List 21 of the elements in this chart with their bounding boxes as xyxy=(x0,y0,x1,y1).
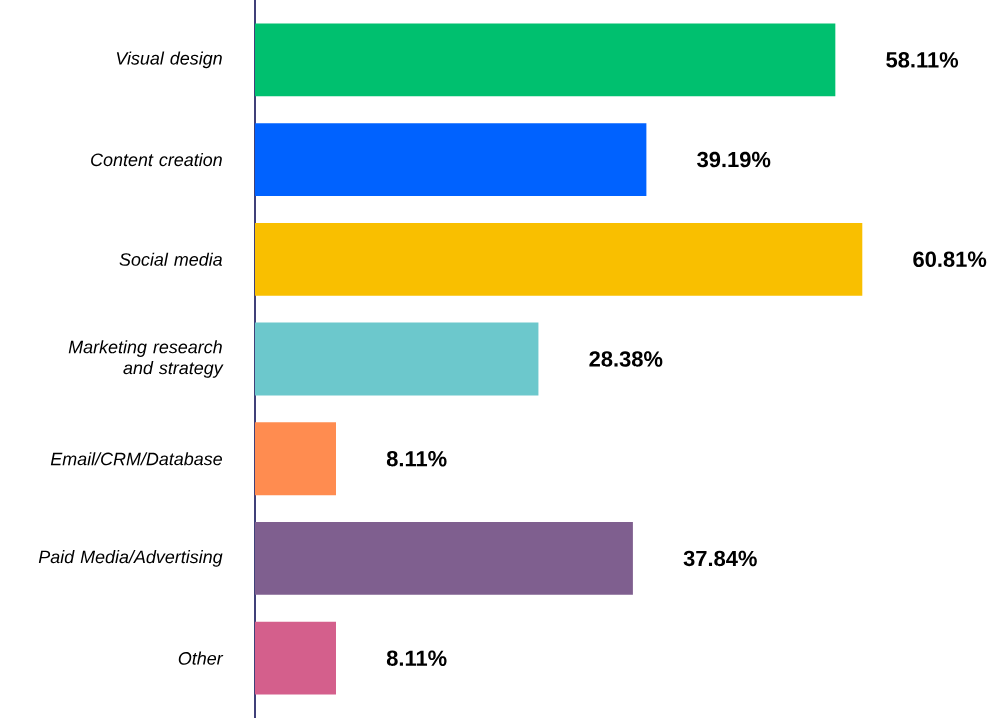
y-tick-label: Social media xyxy=(119,252,223,266)
y-tick-label: Marketing research and strategy xyxy=(68,340,224,378)
bar xyxy=(255,123,647,196)
y-tick-label: Content creation xyxy=(91,152,222,167)
bar xyxy=(255,422,336,496)
bar xyxy=(255,222,863,296)
y-tick-label: Other xyxy=(178,651,224,665)
y-tick-label: Email/CRM/Database xyxy=(50,452,222,466)
y-tick-label: Visual design xyxy=(116,51,222,69)
bar xyxy=(255,23,836,97)
data-label: 8.11% xyxy=(386,650,447,666)
data-label: 39.19% xyxy=(697,151,771,168)
y-tick-label: Paid Media/Advertising xyxy=(38,550,223,567)
data-label: 28.38% xyxy=(589,351,663,367)
data-label: 8.11% xyxy=(386,450,447,467)
bar xyxy=(255,522,633,595)
data-label: 58.11% xyxy=(886,52,959,68)
bar xyxy=(255,322,539,396)
data-label: 60.81% xyxy=(913,251,987,268)
bar xyxy=(255,621,336,695)
data-label: 37.84% xyxy=(683,550,757,567)
